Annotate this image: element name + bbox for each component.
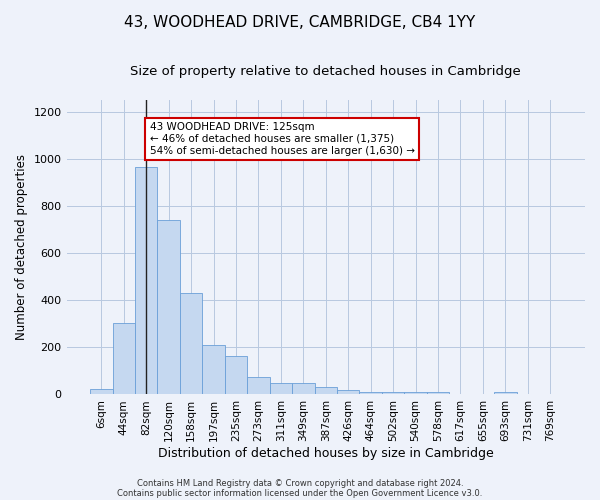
X-axis label: Distribution of detached houses by size in Cambridge: Distribution of detached houses by size … (158, 447, 494, 460)
Bar (359, 392, 382, 394)
Bar (427, 392, 449, 394)
Bar (337, 390, 359, 394)
Text: Contains HM Land Registry data © Crown copyright and database right 2024.: Contains HM Land Registry data © Crown c… (137, 478, 463, 488)
Bar (225, 356, 247, 395)
Bar (269, 383, 292, 394)
Bar (494, 392, 517, 394)
Bar (135, 167, 157, 394)
Bar (314, 388, 337, 394)
Text: 43, WOODHEAD DRIVE, CAMBRIDGE, CB4 1YY: 43, WOODHEAD DRIVE, CAMBRIDGE, CB4 1YY (124, 15, 476, 30)
Text: 43 WOODHEAD DRIVE: 125sqm
← 46% of detached houses are smaller (1,375)
54% of se: 43 WOODHEAD DRIVE: 125sqm ← 46% of detac… (149, 122, 415, 156)
Bar (157, 220, 180, 394)
Y-axis label: Number of detached properties: Number of detached properties (15, 154, 28, 340)
Bar (113, 322, 135, 394)
Text: Contains public sector information licensed under the Open Government Licence v3: Contains public sector information licen… (118, 488, 482, 498)
Bar (90, 388, 113, 394)
Bar (382, 392, 404, 394)
Title: Size of property relative to detached houses in Cambridge: Size of property relative to detached ho… (130, 65, 521, 78)
Bar (292, 383, 314, 394)
Bar (404, 392, 427, 394)
Bar (202, 345, 225, 395)
Bar (180, 293, 202, 394)
Bar (247, 377, 269, 394)
